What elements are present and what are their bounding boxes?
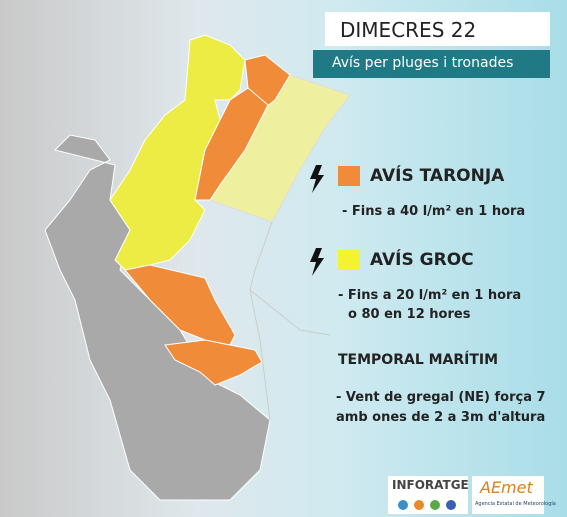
day-title: DIMECRES 22 xyxy=(340,18,476,42)
lightning-icon xyxy=(310,248,324,276)
marine-title: TEMPORAL MARÍTIM xyxy=(338,352,498,368)
logo-dot xyxy=(398,500,408,510)
legend-text: o 80 en 12 hores xyxy=(348,307,470,322)
legend-swatch xyxy=(338,166,360,186)
logo-dot xyxy=(414,500,424,510)
logo-inforatge: INFORATGE xyxy=(392,478,469,492)
map xyxy=(0,0,567,517)
legend-title: AVÍS TARONJA xyxy=(370,166,504,186)
legend-text: - Fins a 40 l/m² en 1 hora xyxy=(342,204,525,219)
sea-boundaries xyxy=(250,222,330,335)
logo-aemet: AEmet xyxy=(480,478,533,497)
logo-dot xyxy=(446,500,456,510)
marine-text: - Vent de gregal (NE) força 7 xyxy=(336,390,546,405)
subtitle: Avís per pluges i tronades xyxy=(332,55,513,71)
logo-dot xyxy=(430,500,440,510)
legend-title: AVÍS GROC xyxy=(370,250,474,270)
lightning-icon xyxy=(310,165,324,193)
legend-text: - Fins a 20 l/m² en 1 hora xyxy=(338,288,521,303)
marine-text: amb ones de 2 a 3m d'altura xyxy=(336,410,545,425)
legend-swatch xyxy=(338,250,360,270)
logo-caption: Agencia Estatal de Meteorología xyxy=(475,501,556,507)
infographic: DIMECRES 22 Avís per pluges i tronades A… xyxy=(0,0,567,517)
